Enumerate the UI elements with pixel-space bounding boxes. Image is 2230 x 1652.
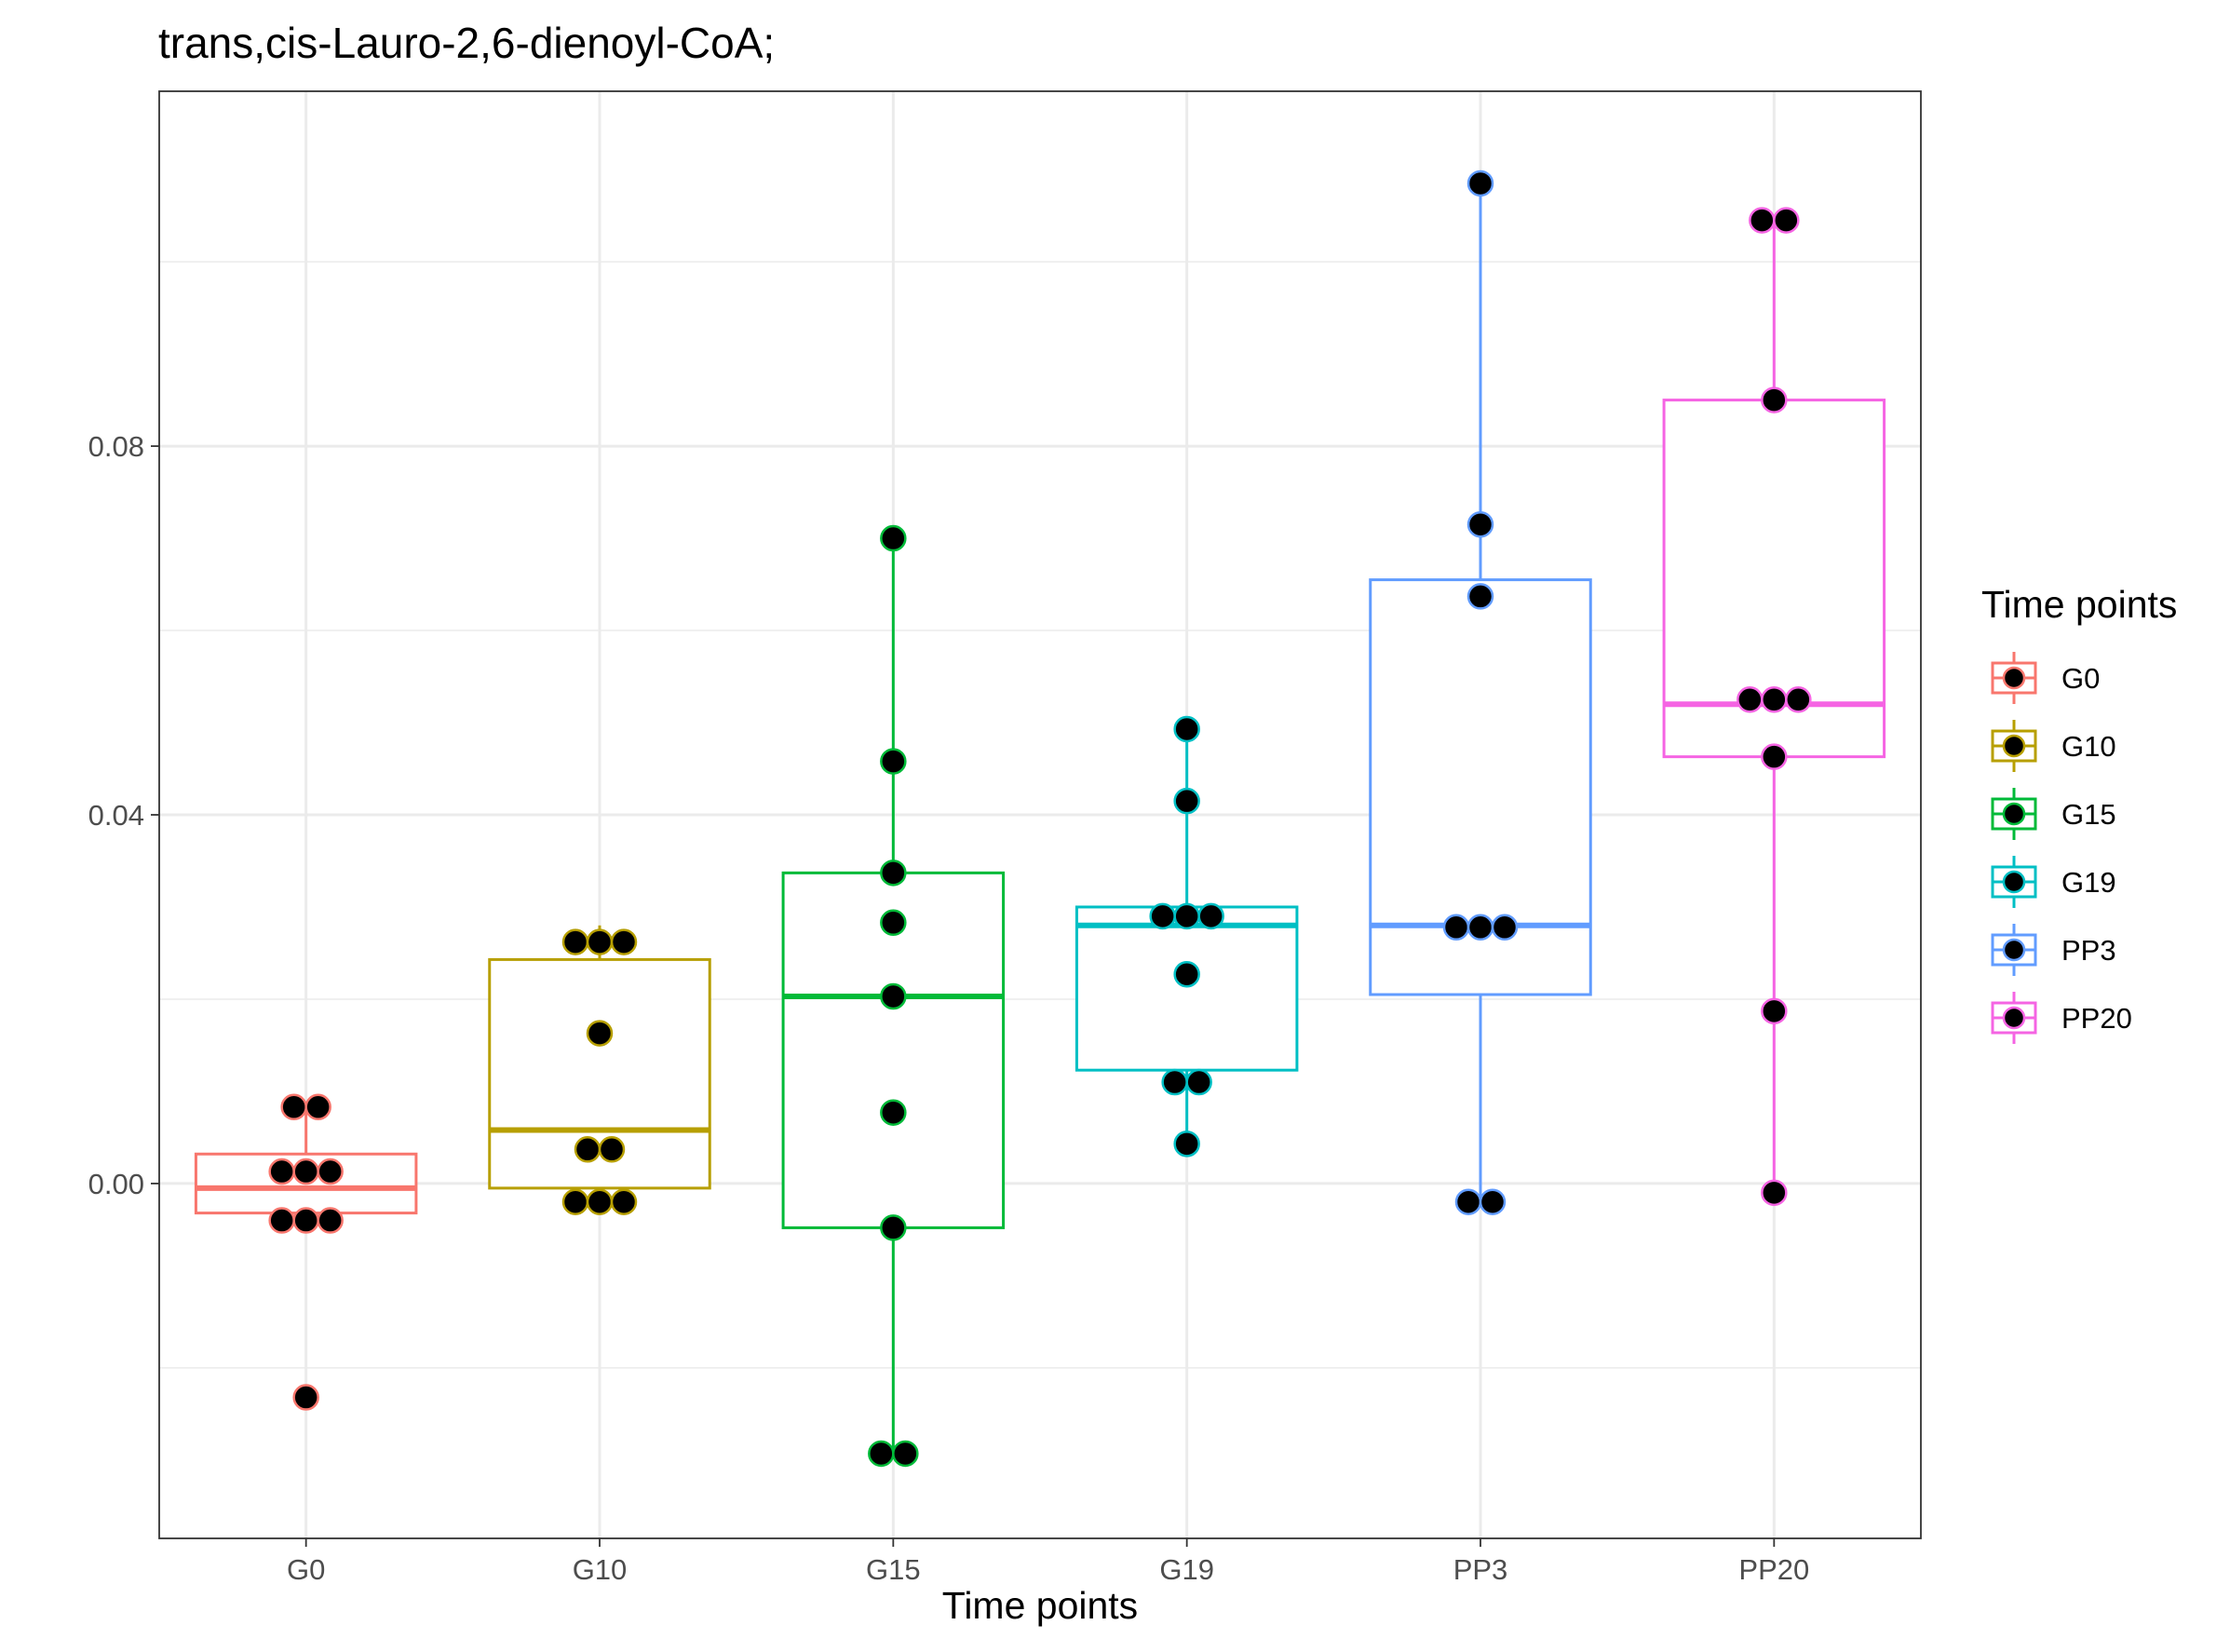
x-tick-label: G10 bbox=[573, 1553, 628, 1586]
point-g10 bbox=[574, 1136, 601, 1163]
legend-title: Time points bbox=[1981, 583, 2177, 626]
box-series bbox=[194, 183, 1886, 1454]
point-g10 bbox=[561, 928, 589, 955]
legend-item-g15: G15 bbox=[1991, 788, 2116, 840]
point-g15 bbox=[880, 748, 907, 775]
legend-label: G0 bbox=[2061, 662, 2100, 695]
point-pp3 bbox=[1479, 1188, 1507, 1215]
legend-label: G15 bbox=[2061, 798, 2116, 831]
point-g19 bbox=[1149, 902, 1176, 930]
point-g10 bbox=[586, 1020, 614, 1047]
point-g0 bbox=[292, 1384, 319, 1411]
point-g10 bbox=[586, 1188, 614, 1215]
point-pp3 bbox=[1466, 169, 1494, 197]
legend-item-g0: G0 bbox=[1991, 652, 2100, 704]
point-g0 bbox=[304, 1093, 331, 1121]
point-pp3 bbox=[1466, 583, 1494, 610]
point-g15 bbox=[868, 1440, 895, 1468]
point-g10 bbox=[586, 928, 614, 955]
point-pp20 bbox=[1761, 997, 1788, 1025]
point-g15 bbox=[880, 1214, 907, 1241]
y-tick-label: 0.00 bbox=[88, 1168, 144, 1200]
legend-key-point bbox=[2002, 734, 2026, 758]
point-g19 bbox=[1173, 715, 1200, 743]
box-iqr bbox=[1074, 905, 1299, 1072]
point-pp3 bbox=[1454, 1188, 1482, 1215]
point-g0 bbox=[292, 1158, 319, 1185]
legend-key-point bbox=[2002, 870, 2026, 894]
point-pp3 bbox=[1466, 914, 1494, 941]
point-g15 bbox=[880, 524, 907, 552]
point-pp3 bbox=[1466, 510, 1494, 538]
point-g15 bbox=[880, 1099, 907, 1126]
point-g19 bbox=[1173, 902, 1200, 930]
point-g19 bbox=[1185, 1068, 1212, 1096]
x-tick-label: G0 bbox=[287, 1553, 325, 1586]
legend-key-point bbox=[2002, 1006, 2026, 1030]
point-pp20 bbox=[1773, 207, 1800, 234]
point-pp20 bbox=[1761, 386, 1788, 413]
legend: Time points G0 G10 G15 G19 PP3 PP20 bbox=[1981, 583, 2177, 1044]
point-g10 bbox=[598, 1136, 626, 1163]
point-pp3 bbox=[1442, 914, 1470, 941]
x-axis: G0 G10 G15 G19 PP3 PP20 bbox=[287, 1538, 1809, 1586]
point-g19 bbox=[1173, 787, 1200, 815]
y-tick-label: 0.08 bbox=[88, 430, 144, 463]
point-g19 bbox=[1197, 902, 1224, 930]
point-g0 bbox=[268, 1207, 295, 1234]
point-pp20 bbox=[1761, 686, 1788, 713]
legend-label: G10 bbox=[2061, 730, 2116, 763]
legend-item-pp3: PP3 bbox=[1991, 924, 2116, 976]
point-g10 bbox=[561, 1188, 589, 1215]
y-axis: 0.00 0.04 0.08 bbox=[88, 430, 159, 1200]
point-pp20 bbox=[1761, 1179, 1788, 1207]
point-g10 bbox=[610, 1188, 638, 1215]
point-g0 bbox=[280, 1093, 307, 1121]
point-g15 bbox=[892, 1440, 919, 1468]
legend-item-pp20: PP20 bbox=[1991, 992, 2132, 1044]
box-g10 bbox=[488, 925, 711, 1202]
x-tick-label: PP20 bbox=[1738, 1553, 1809, 1586]
point-g15 bbox=[880, 909, 907, 937]
legend-key-point bbox=[2002, 938, 2026, 962]
legend-key-point bbox=[2002, 666, 2026, 690]
point-g0 bbox=[268, 1158, 295, 1185]
y-tick-label: 0.04 bbox=[88, 799, 144, 832]
point-g15 bbox=[880, 982, 907, 1010]
data-points bbox=[268, 169, 1812, 1468]
point-g0 bbox=[292, 1207, 319, 1234]
legend-item-g10: G10 bbox=[1991, 720, 2116, 772]
point-g19 bbox=[1161, 1068, 1188, 1096]
legend-label: G19 bbox=[2061, 866, 2116, 899]
x-axis-title: Time points bbox=[942, 1584, 1138, 1627]
point-pp20 bbox=[1737, 686, 1764, 713]
point-g0 bbox=[317, 1207, 344, 1234]
x-tick-label: G19 bbox=[1159, 1553, 1214, 1586]
point-g10 bbox=[610, 928, 638, 955]
point-pp20 bbox=[1785, 686, 1812, 713]
point-pp20 bbox=[1761, 743, 1788, 770]
point-g15 bbox=[880, 860, 907, 887]
point-pp3 bbox=[1491, 914, 1519, 941]
chart-title: trans,cis-Lauro-2,6-dienoyl-CoA; bbox=[158, 19, 775, 67]
point-pp20 bbox=[1749, 207, 1776, 234]
legend-item-g19: G19 bbox=[1991, 856, 2116, 908]
point-g19 bbox=[1173, 960, 1200, 988]
legend-key-point bbox=[2002, 802, 2026, 826]
point-g19 bbox=[1173, 1131, 1200, 1158]
legend-label: PP20 bbox=[2061, 1002, 2132, 1035]
point-g0 bbox=[317, 1158, 344, 1185]
x-tick-label: G15 bbox=[866, 1553, 921, 1586]
legend-label: PP3 bbox=[2061, 934, 2116, 967]
x-tick-label: PP3 bbox=[1453, 1553, 1508, 1586]
